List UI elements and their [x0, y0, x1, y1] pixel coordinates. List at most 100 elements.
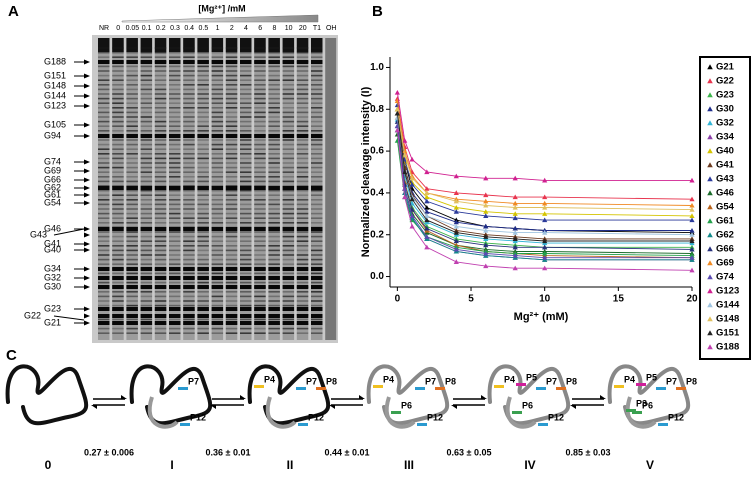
- gel-band: [98, 60, 110, 64]
- gel-band: [282, 307, 295, 311]
- data-point: [402, 148, 408, 154]
- band-arrowhead: [84, 241, 90, 247]
- arrowhead: [600, 395, 606, 399]
- band-label: G54: [44, 197, 61, 207]
- lane-label: OH: [326, 25, 337, 32]
- data-point: [483, 198, 489, 204]
- gel-band: [311, 314, 323, 318]
- data-point: [394, 89, 400, 95]
- gel-band: [240, 134, 252, 138]
- well: [154, 38, 167, 52]
- data-point: [512, 175, 518, 181]
- gel-band: [268, 227, 280, 231]
- gel-band: [126, 276, 138, 280]
- data-point: [424, 225, 430, 231]
- data-point: [409, 156, 415, 162]
- gel-band: [282, 276, 295, 280]
- gel-band: [311, 307, 323, 311]
- legend-marker: [707, 134, 713, 140]
- well: [225, 38, 238, 52]
- gel-band: [240, 267, 252, 271]
- data-point: [542, 211, 548, 216]
- helix: [536, 387, 546, 390]
- gel-band: [140, 134, 153, 138]
- data-point: [424, 190, 430, 195]
- gel-band: [98, 276, 110, 280]
- gel-band: [126, 186, 138, 190]
- state-label: IV: [524, 458, 535, 472]
- band-label: G105: [44, 119, 66, 129]
- rate-label: 0.36 ± 0.01: [206, 447, 251, 457]
- helix-label: P7: [666, 376, 677, 386]
- legend-marker: [707, 232, 713, 238]
- well: [211, 38, 224, 52]
- well: [112, 38, 124, 52]
- state-label: 0: [45, 458, 52, 472]
- helix-label: P6: [642, 400, 653, 410]
- band-label: G69: [44, 165, 61, 175]
- gel-band: [268, 307, 280, 311]
- gel-band: [254, 267, 266, 271]
- legend-label: G69: [716, 258, 734, 269]
- band-arrowhead: [84, 247, 90, 253]
- legend-label: G151: [716, 328, 740, 339]
- legend-label: G123: [716, 286, 739, 297]
- legend-label: G61: [716, 216, 735, 227]
- gel-band: [311, 267, 323, 271]
- gel-band: [169, 314, 181, 318]
- gel-band: [240, 285, 252, 289]
- data-point: [424, 186, 430, 191]
- gel-band: [197, 314, 209, 318]
- band-arrowhead: [84, 226, 90, 232]
- gel-band: [140, 60, 153, 64]
- data-point: [453, 198, 459, 204]
- gel-band: [98, 227, 110, 231]
- helix-label: P6: [522, 400, 533, 410]
- helix: [636, 383, 646, 386]
- legend-label: G188: [716, 342, 739, 353]
- lane-label: 0.5: [199, 25, 209, 32]
- gel-band: [225, 276, 238, 280]
- rna-structure: [487, 364, 571, 426]
- legend-label: G144: [716, 300, 740, 311]
- x-tick-label: 15: [613, 294, 625, 305]
- legend-label: G32: [716, 118, 734, 129]
- data-point: [483, 192, 489, 198]
- gel-band: [112, 227, 124, 231]
- legend-marker: [707, 274, 713, 280]
- helix-label: P5: [646, 372, 657, 382]
- helix: [316, 387, 326, 390]
- data-point: [424, 209, 430, 214]
- data-point: [689, 196, 695, 202]
- gel-band: [296, 285, 309, 289]
- gel-band: [169, 307, 181, 311]
- rate-label: 0.44 ± 0.01: [325, 447, 370, 457]
- band-arrowhead: [84, 133, 90, 139]
- arrowhead: [240, 395, 246, 399]
- gel-band: [240, 276, 252, 280]
- concentration-wedge: [121, 14, 319, 23]
- band-arrowhead: [84, 192, 90, 198]
- lane-label: 0.4: [184, 25, 194, 32]
- helix: [632, 411, 642, 414]
- helix-label: P12: [427, 412, 443, 422]
- helix: [516, 383, 526, 386]
- gel-band: [140, 276, 153, 280]
- data-point: [402, 186, 408, 191]
- gel-band: [197, 227, 209, 231]
- x-tick-label: 5: [468, 294, 474, 305]
- lane-label: 6: [258, 25, 262, 32]
- x-axis-title: Mg²⁺ (mM): [514, 311, 569, 323]
- data-point: [394, 106, 400, 112]
- helix: [415, 387, 425, 390]
- band-arrowhead: [84, 275, 90, 281]
- helix-label: P8: [686, 376, 697, 386]
- band-arrowhead: [84, 185, 90, 191]
- gel-band: [268, 276, 280, 280]
- rna-structure: [147, 396, 179, 429]
- data-point: [512, 244, 518, 250]
- gel-band: [183, 285, 195, 289]
- data-point: [453, 259, 459, 264]
- well: [254, 38, 266, 52]
